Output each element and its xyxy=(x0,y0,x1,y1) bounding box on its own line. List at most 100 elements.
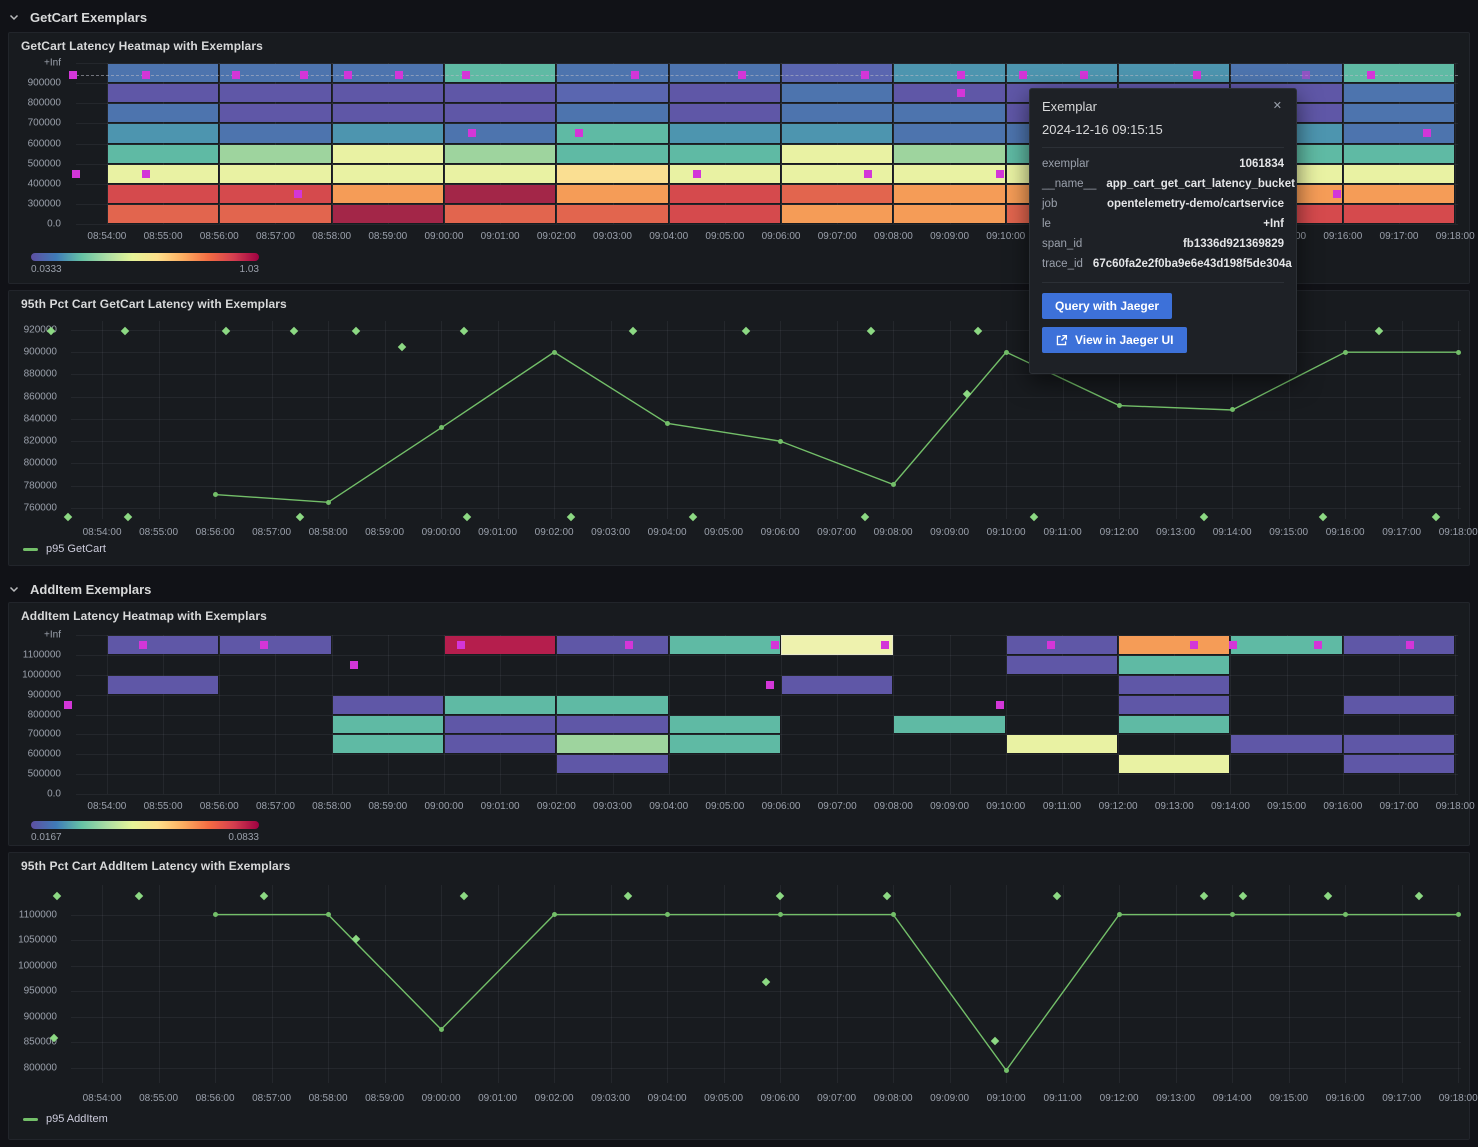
exemplar-marker[interactable] xyxy=(956,89,965,98)
heatmap-cell[interactable] xyxy=(557,124,668,143)
exemplar-marker[interactable] xyxy=(737,71,746,80)
heatmap-cell[interactable] xyxy=(1119,755,1230,774)
heatmap-cell[interactable] xyxy=(1119,64,1230,83)
heatmap-cell[interactable] xyxy=(1343,695,1455,714)
exemplar-marker[interactable] xyxy=(574,129,583,138)
exemplar-marker[interactable] xyxy=(956,71,965,80)
exemplar-marker[interactable] xyxy=(880,640,889,649)
heatmap-cell[interactable] xyxy=(444,715,556,734)
exemplar-marker[interactable] xyxy=(1229,640,1238,649)
exemplar-marker[interactable] xyxy=(996,169,1005,178)
heatmap-cell[interactable] xyxy=(669,84,781,103)
heatmap-cell[interactable] xyxy=(782,64,893,83)
heatmap-cell[interactable] xyxy=(782,84,893,103)
series-point[interactable] xyxy=(1003,1067,1009,1073)
series-point[interactable] xyxy=(777,438,783,444)
heatmap-cell[interactable] xyxy=(669,184,781,203)
series-legend[interactable]: p95 AddItem xyxy=(23,1113,108,1125)
series-point[interactable] xyxy=(438,1026,444,1032)
exemplar-marker[interactable] xyxy=(344,71,353,80)
heatmap-cell[interactable] xyxy=(220,144,331,163)
heatmap-cell[interactable] xyxy=(332,715,443,734)
heatmap-cell[interactable] xyxy=(782,124,893,143)
heatmap-cell[interactable] xyxy=(557,636,668,654)
heatmap-cell[interactable] xyxy=(220,204,331,223)
exemplar-marker[interactable] xyxy=(293,189,302,198)
series-point[interactable] xyxy=(325,499,331,505)
exemplar-marker[interactable] xyxy=(1046,640,1055,649)
heatmap-cell[interactable] xyxy=(894,184,1005,203)
series-point[interactable] xyxy=(1342,349,1348,355)
heatmap-cell[interactable] xyxy=(894,64,1005,83)
heatmap-cell[interactable] xyxy=(781,635,894,655)
series-point[interactable] xyxy=(1229,912,1235,918)
heatmap-cell[interactable] xyxy=(444,695,556,714)
heatmap-cell[interactable] xyxy=(782,204,893,223)
heatmap-cell[interactable] xyxy=(669,64,781,83)
exemplar-marker[interactable] xyxy=(1192,71,1201,80)
exemplar-marker[interactable] xyxy=(1313,640,1322,649)
heatmap-cell[interactable] xyxy=(220,104,331,123)
heatmap-cell[interactable] xyxy=(107,64,219,83)
series-point[interactable] xyxy=(664,420,670,426)
heatmap-cell[interactable] xyxy=(894,124,1005,143)
series-point[interactable] xyxy=(664,912,670,918)
heatmap-cell[interactable] xyxy=(557,755,668,774)
heatmap-cell[interactable] xyxy=(894,715,1005,734)
series-legend[interactable]: p95 GetCart xyxy=(23,543,106,555)
heatmap-cell[interactable] xyxy=(332,84,443,103)
heatmap-cell[interactable] xyxy=(332,204,443,223)
heatmap-cell[interactable] xyxy=(557,64,668,83)
exemplar-marker[interactable] xyxy=(232,71,241,80)
exemplar-marker[interactable] xyxy=(456,640,465,649)
exemplar-marker[interactable] xyxy=(260,640,269,649)
heatmap-cell[interactable] xyxy=(1231,64,1342,83)
heatmap-cell[interactable] xyxy=(107,124,219,143)
series-point[interactable] xyxy=(551,912,557,918)
heatmap-cell[interactable] xyxy=(332,695,443,714)
heatmap-cell[interactable] xyxy=(1343,84,1455,103)
heatmap-cell[interactable] xyxy=(444,735,556,754)
series-point[interactable] xyxy=(1003,349,1009,355)
heatmap-cell[interactable] xyxy=(1343,164,1455,183)
row-header-additem[interactable]: AddItem Exemplars xyxy=(8,579,151,599)
heatmap-cell[interactable] xyxy=(1343,64,1455,83)
heatmap-cell[interactable] xyxy=(107,204,219,223)
heatmap-cell[interactable] xyxy=(557,104,668,123)
heatmap-cell[interactable] xyxy=(894,104,1005,123)
heatmap-cell[interactable] xyxy=(107,104,219,123)
heatmap-cell[interactable] xyxy=(782,184,893,203)
heatmap-cell[interactable] xyxy=(444,104,556,123)
heatmap-cell[interactable] xyxy=(894,204,1005,223)
heatmap-cell[interactable] xyxy=(332,164,443,183)
heatmap-cell[interactable] xyxy=(557,735,668,754)
series-point[interactable] xyxy=(890,912,896,918)
heatmap-cell[interactable] xyxy=(1343,184,1455,203)
heatmap-cell[interactable] xyxy=(669,164,781,183)
series-point[interactable] xyxy=(325,912,331,918)
exemplar-marker[interactable] xyxy=(299,71,308,80)
heatmap-cell[interactable] xyxy=(557,204,668,223)
heatmap-cell[interactable] xyxy=(444,636,556,654)
heatmap-cell[interactable] xyxy=(1119,715,1230,734)
exemplar-marker[interactable] xyxy=(63,700,72,709)
heatmap-cell[interactable] xyxy=(1343,144,1455,163)
heatmap-cell[interactable] xyxy=(782,144,893,163)
heatmap-cell[interactable] xyxy=(1343,755,1455,774)
heatmap-cell[interactable] xyxy=(1343,735,1455,754)
heatmap-cell[interactable] xyxy=(332,144,443,163)
exemplar-marker[interactable] xyxy=(1366,71,1375,80)
heatmap-cell[interactable] xyxy=(1006,735,1118,754)
heatmap-cell[interactable] xyxy=(220,84,331,103)
heatmap-cell[interactable] xyxy=(107,636,219,654)
exemplar-marker[interactable] xyxy=(1333,189,1342,198)
series-point[interactable] xyxy=(1229,407,1235,413)
series-point[interactable] xyxy=(890,482,896,488)
heatmap-cell[interactable] xyxy=(669,636,781,654)
heatmap-cell[interactable] xyxy=(444,124,556,143)
heatmap-cell[interactable] xyxy=(332,124,443,143)
series-point[interactable] xyxy=(1342,912,1348,918)
series-point[interactable] xyxy=(777,912,783,918)
heatmap-cell[interactable] xyxy=(894,84,1005,103)
exemplar-marker[interactable] xyxy=(1302,71,1311,80)
